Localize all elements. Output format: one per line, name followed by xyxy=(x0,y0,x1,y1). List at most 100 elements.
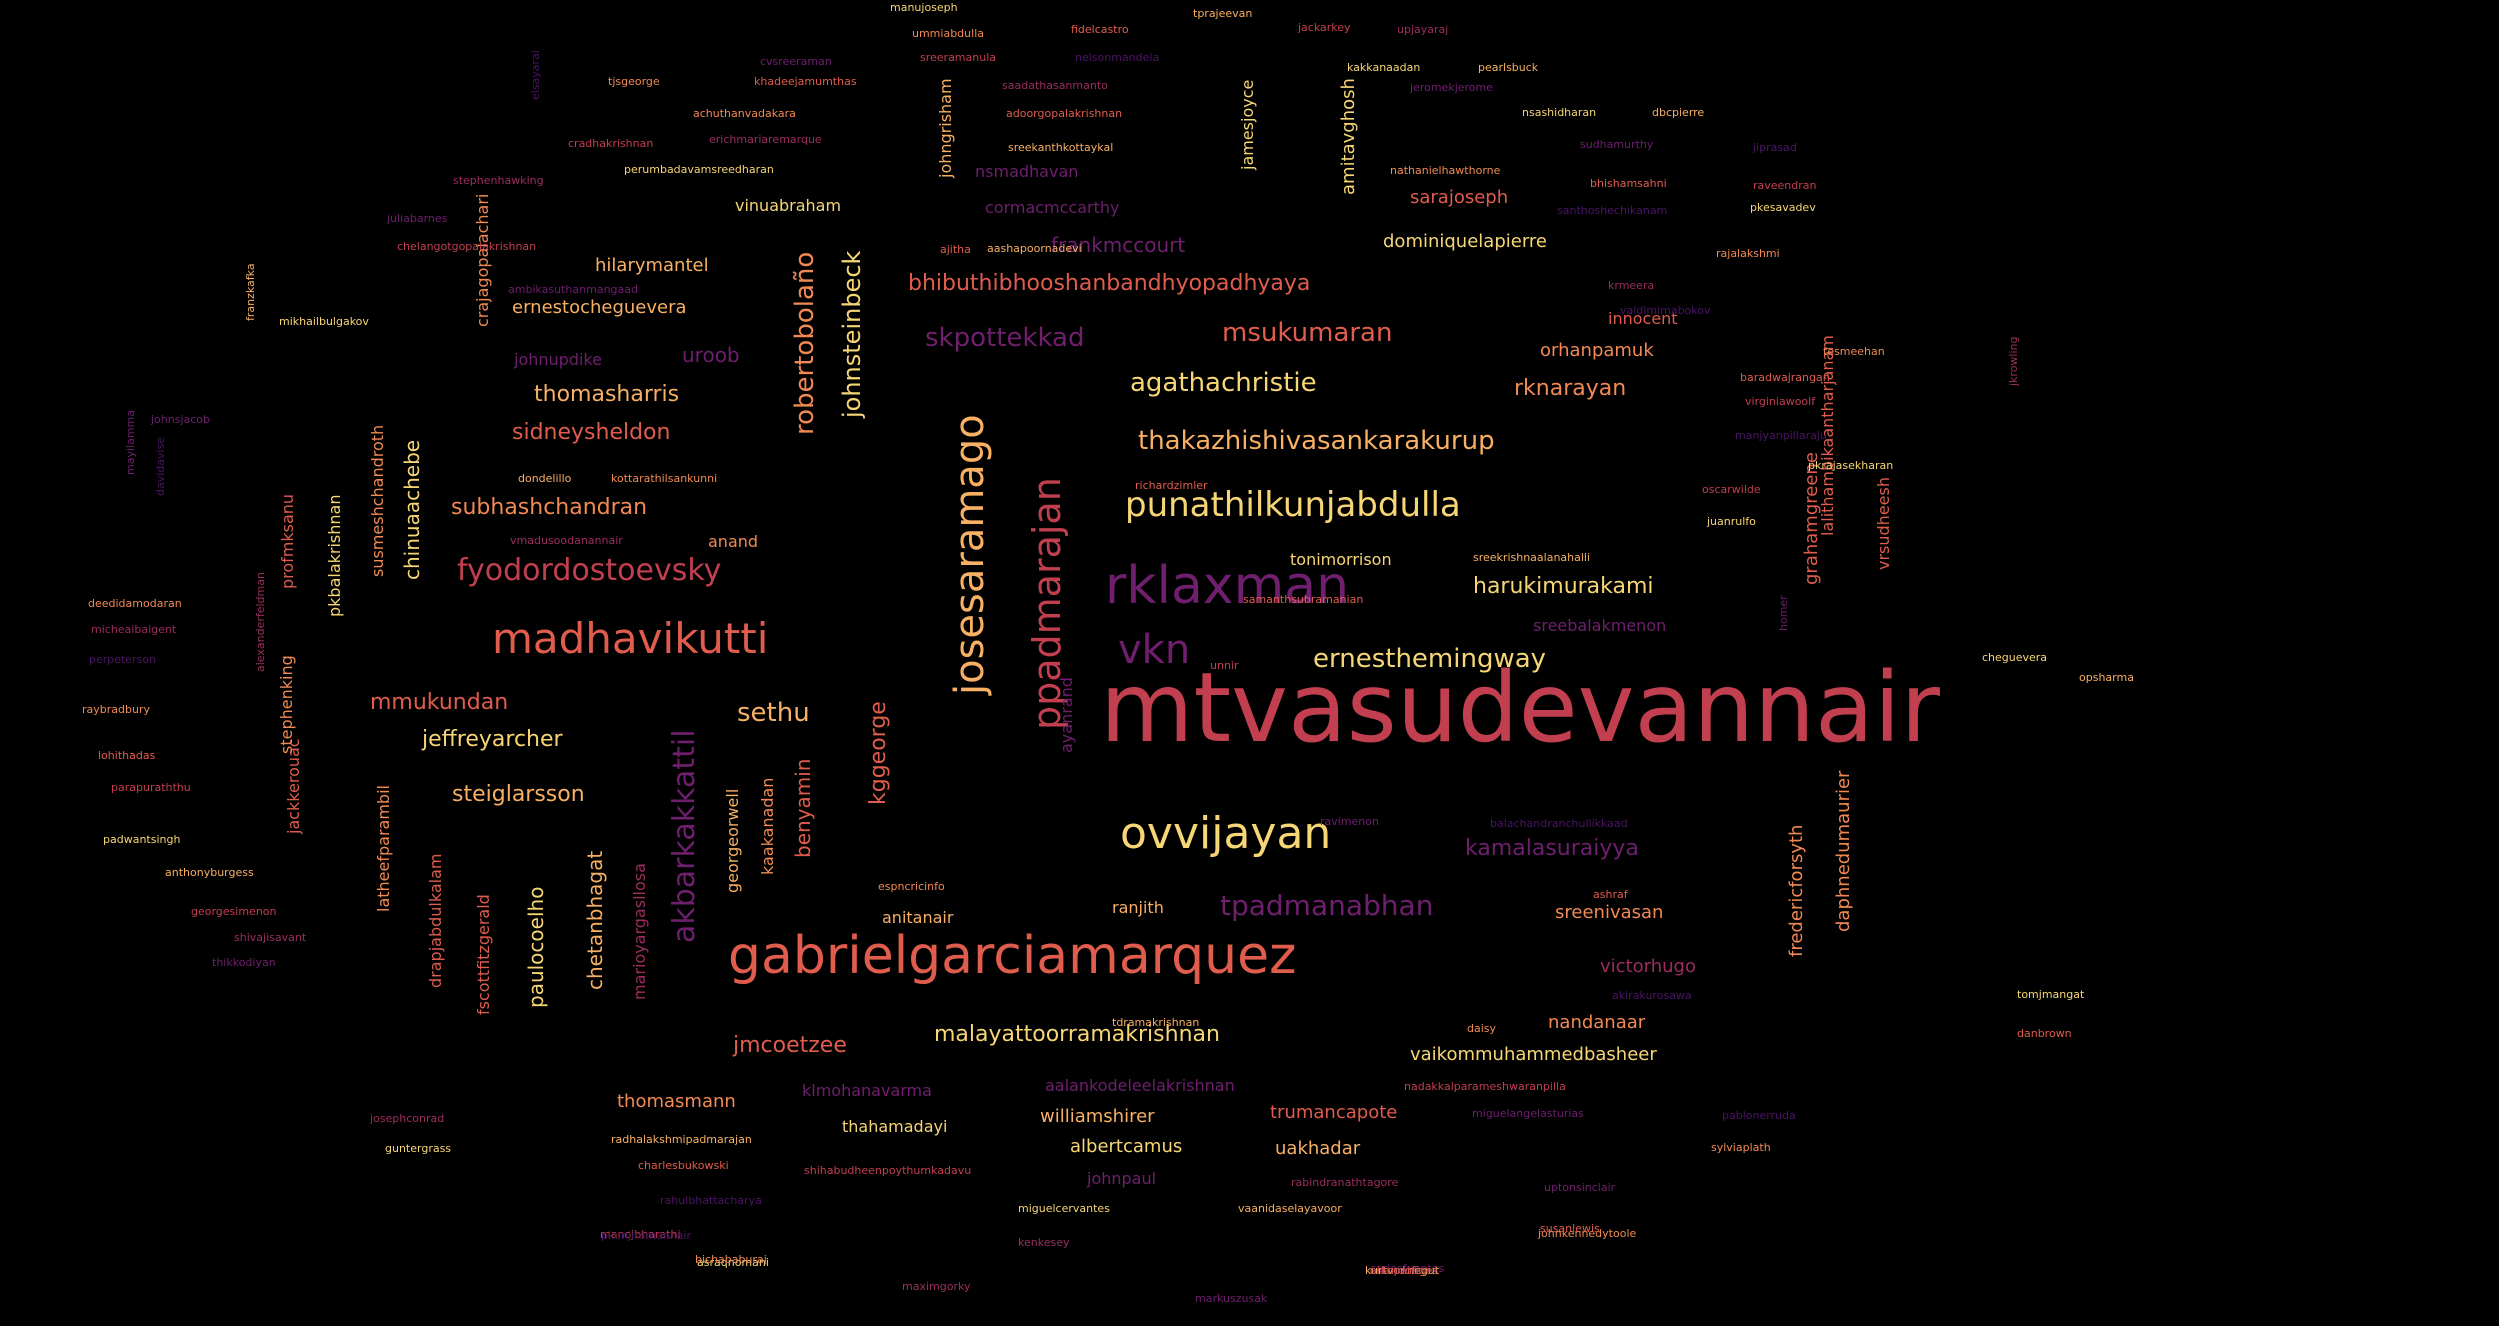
cloud-word-small: homer xyxy=(1777,595,1790,631)
cloud-word-small: cheguevera xyxy=(1982,651,2048,664)
cloud-word: msukumaran xyxy=(1222,318,1393,348)
cloud-word-small: miguelangelasturias xyxy=(1472,1107,1584,1120)
cloud-word-small: pablonerruda xyxy=(1722,1109,1796,1122)
cloud-word: akbarkakkattil xyxy=(667,729,702,943)
cloud-word-small: anthonyburgess xyxy=(165,866,254,879)
cloud-word: victorhugo xyxy=(1600,956,1696,977)
cloud-word-small: aashapoornadevi xyxy=(987,242,1082,255)
cloud-word-small: stephenhawking xyxy=(453,174,544,187)
cloud-word: malayattoorramakrishnan xyxy=(934,1022,1220,1047)
cloud-word-small: juliabarnes xyxy=(387,212,448,225)
cloud-word: ovvijayan xyxy=(1120,808,1332,859)
cloud-word-small: pearlsbuck xyxy=(1478,61,1539,74)
cloud-word-small: jiprasad xyxy=(1753,141,1797,154)
cloud-word-small: perpeterson xyxy=(89,653,157,666)
cloud-word-small: achuthanvadakara xyxy=(693,107,796,120)
cloud-word-small: perumbadavamsreedharan xyxy=(624,163,774,176)
cloud-word-small: sylviaplath xyxy=(1711,1141,1771,1154)
cloud-word-small: sreekanthkottaykal xyxy=(1008,141,1114,154)
cloud-word-small: radhalakshmipadmarajan xyxy=(611,1133,752,1146)
cloud-word: chetanbhagat xyxy=(583,850,607,990)
cloud-word-small: opsharma xyxy=(2079,671,2134,684)
cloud-word-small: samanthsubramanian xyxy=(1243,593,1364,606)
cloud-word-small: franzkafka xyxy=(244,263,257,321)
cloud-word: jmcoetzee xyxy=(733,1033,847,1058)
cloud-word: madhavikutti xyxy=(492,614,769,663)
cloud-word-small: bichababuraj xyxy=(695,1253,767,1266)
cloud-word: thakazhishivasankarakurup xyxy=(1138,426,1495,456)
cloud-word-small: ambikasuthanmangaad xyxy=(508,283,638,296)
cloud-word-small: carlosfuentes xyxy=(1370,1262,1445,1275)
cloud-word: latheefparambil xyxy=(374,785,393,912)
cloud-word-small: mayilamma xyxy=(124,410,137,475)
cloud-word-small: markuszusak xyxy=(1195,1292,1268,1305)
cloud-word: gabrielgarciamarquez xyxy=(728,926,1297,986)
cloud-word: georgeorwell xyxy=(723,788,742,893)
cloud-word: williamshirer xyxy=(1040,1106,1155,1127)
cloud-word-small: alexanderfeldman xyxy=(254,572,267,672)
cloud-word-small: cvsreeraman xyxy=(760,55,832,68)
cloud-word: pkbalakrishnan xyxy=(325,494,344,617)
cloud-word: vaikommuhammedbasheer xyxy=(1410,1044,1657,1065)
cloud-word-small: tesmeehan xyxy=(1823,345,1885,358)
cloud-word: profmksanu xyxy=(278,493,297,589)
cloud-word: rknarayan xyxy=(1514,376,1627,401)
cloud-word: johngrisham xyxy=(936,78,955,178)
cloud-word-small: georgesimenon xyxy=(191,905,277,918)
cloud-word-small: thikkodiyan xyxy=(212,956,276,969)
cloud-word: ernestocheguevera xyxy=(512,297,687,318)
cloud-word: crajagopalachari xyxy=(473,193,492,327)
cloud-word: sreebalakmenon xyxy=(1533,616,1667,635)
cloud-word-small: pkrajasekharan xyxy=(1808,459,1894,472)
cloud-word-small: fidelcastro xyxy=(1071,23,1129,36)
cloud-word: kaakanadan xyxy=(758,777,777,875)
cloud-word: albertcamus xyxy=(1070,1136,1183,1157)
cloud-word-small: johnsjacob xyxy=(151,413,211,426)
cloud-word: tonimorrison xyxy=(1290,550,1392,569)
cloud-word-small: kakkanaadan xyxy=(1347,61,1421,74)
cloud-word: mmukundan xyxy=(370,690,509,715)
cloud-word-small: akirakurosawa xyxy=(1612,989,1692,1002)
cloud-word-small: santhoshechikanam xyxy=(1557,204,1668,217)
cloud-word-small: jkrowling xyxy=(2007,336,2020,387)
cloud-word: marioyargasllosa xyxy=(630,863,649,1000)
cloud-word: innocent xyxy=(1608,309,1678,328)
cloud-word: amitavghosh xyxy=(1338,78,1359,195)
cloud-word: steiglarsson xyxy=(452,782,585,807)
cloud-word: johnupdike xyxy=(514,350,602,369)
cloud-word-small: manojbharathi xyxy=(600,1228,681,1241)
cloud-word-small: lohithadas xyxy=(98,749,156,762)
cloud-word: kamalasuraiyya xyxy=(1465,836,1639,861)
cloud-word: chinuaachebe xyxy=(400,439,424,580)
cloud-word-small: kurtvonnegut xyxy=(1365,1264,1440,1277)
cloud-word-small: deedidamodaran xyxy=(88,597,182,610)
cloud-word-small: juanrulfo xyxy=(1707,515,1756,528)
cloud-word-small: manjyanpillaraju xyxy=(1735,429,1827,442)
cloud-word-small: tprajeevan xyxy=(1193,7,1253,20)
cloud-word-small: nathanielhawthorne xyxy=(1390,164,1501,177)
cloud-word-small: upjayaraj xyxy=(1397,23,1449,36)
cloud-word: kggeorge xyxy=(866,701,891,805)
cloud-word-small: vaanidaselayavoor xyxy=(1238,1202,1342,1215)
cloud-word: johnsteinbeck xyxy=(838,250,866,418)
cloud-word: sreenivasan xyxy=(1555,902,1664,923)
cloud-word-small: orlandofiges xyxy=(1370,1264,1439,1277)
cloud-word-small: virginiawoolf xyxy=(1745,395,1816,408)
cloud-word: fyodordostoevsky xyxy=(457,553,722,588)
cloud-word: dominiquelapierre xyxy=(1383,231,1547,252)
cloud-word: tpadmanabhan xyxy=(1220,889,1434,922)
cloud-word-small: rabindranathtagore xyxy=(1291,1176,1399,1189)
cloud-word-small: mikhailbulgakov xyxy=(279,315,369,328)
cloud-word: vkn xyxy=(1118,627,1191,673)
cloud-word-small: danbrown xyxy=(2017,1027,2072,1040)
cloud-word-small: miguelcervantes xyxy=(1018,1202,1110,1215)
cloud-word: hilarymantel xyxy=(595,255,709,276)
cloud-word-small: guntergrass xyxy=(385,1142,452,1155)
cloud-word: uroob xyxy=(682,343,740,367)
cloud-word-small: unnir xyxy=(1210,659,1239,672)
cloud-word-small: parapuraththu xyxy=(111,781,191,794)
cloud-word: thahamadayi xyxy=(842,1117,948,1136)
cloud-word-small: dondelillo xyxy=(518,472,572,485)
cloud-word-small: rajalakshmi xyxy=(1716,247,1780,260)
